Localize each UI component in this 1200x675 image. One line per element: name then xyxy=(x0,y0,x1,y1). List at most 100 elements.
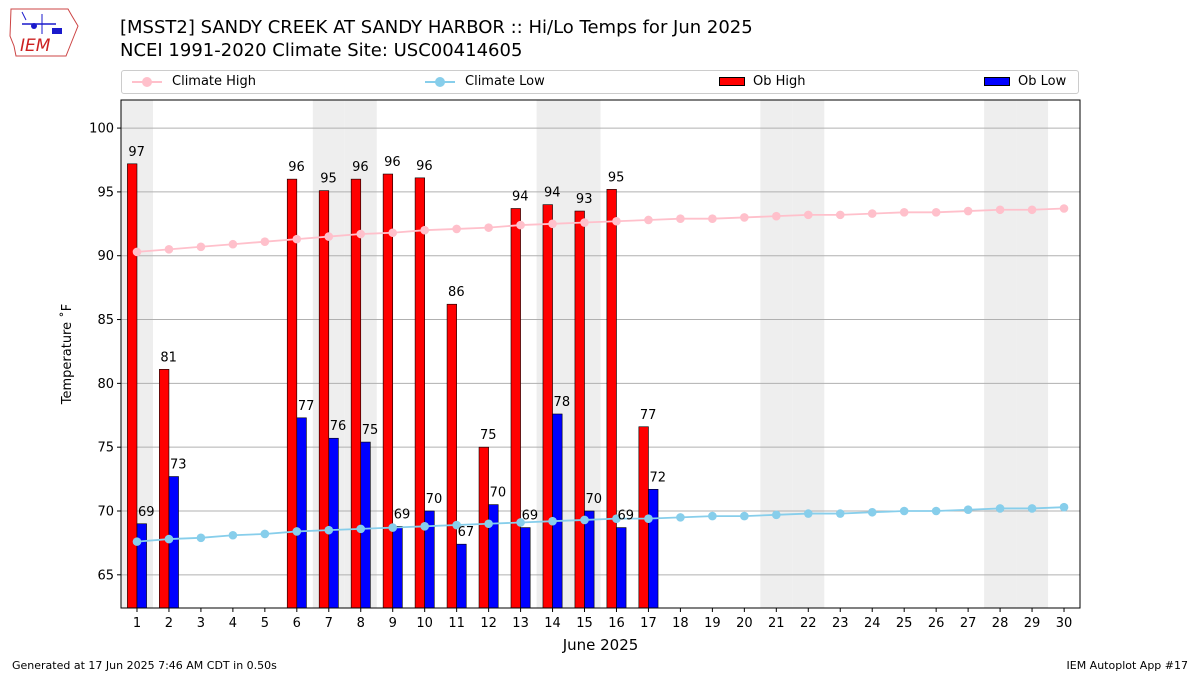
legend-item-ob-high: Ob High xyxy=(719,71,806,93)
y-tick-label: 75 xyxy=(97,441,114,456)
ob-low-label: 69 xyxy=(138,505,155,520)
climate-high-point xyxy=(420,225,429,235)
ob-low-label: 77 xyxy=(298,399,315,414)
climate-low-point xyxy=(931,506,941,516)
x-tick-label: 22 xyxy=(800,616,817,631)
legend-label: Climate Low xyxy=(465,74,545,89)
climate-low-point xyxy=(708,511,717,521)
generated-footer: Generated at 17 Jun 2025 7:46 AM CDT in … xyxy=(12,659,277,672)
climate-low-point xyxy=(548,516,557,526)
x-tick-label: 3 xyxy=(197,616,205,631)
ob-high-bar xyxy=(606,189,617,609)
x-tick-label: 12 xyxy=(480,616,497,631)
x-tick-label: 7 xyxy=(325,616,333,631)
legend-item-climate-high: Climate High xyxy=(132,71,256,93)
ob-low-label: 76 xyxy=(330,419,347,434)
ob-high-label: 96 xyxy=(384,155,401,170)
x-tick-label: 16 xyxy=(608,616,625,631)
climate-low-point xyxy=(292,527,302,536)
climate-high-point xyxy=(644,215,653,225)
ob-high-bar xyxy=(286,178,298,609)
climate-low-point xyxy=(420,522,429,531)
climate-low-point xyxy=(324,525,334,535)
x-tick-label: 13 xyxy=(512,616,529,631)
climate-low-point xyxy=(228,530,238,540)
ob-high-bar xyxy=(414,177,425,609)
iowa-state-logo-icon: IEM xyxy=(9,8,79,57)
ob-low-bar xyxy=(360,441,371,609)
climate-high-point xyxy=(580,218,589,227)
x-tick-label: 29 xyxy=(1024,616,1041,631)
climate-high-point xyxy=(835,210,845,220)
x-tick-label: 8 xyxy=(357,616,365,631)
x-tick-label: 6 xyxy=(293,616,301,631)
climate-high-point xyxy=(963,206,973,216)
climate-low-point xyxy=(772,510,781,520)
climate-low-point xyxy=(484,519,493,529)
legend-swatch-ob-low xyxy=(984,77,1010,86)
x-tick-label: 9 xyxy=(389,616,397,631)
x-tick-label: 24 xyxy=(864,616,881,631)
climate-high-point xyxy=(1027,205,1037,215)
ob-low-bar xyxy=(328,437,339,609)
climate-low-point xyxy=(740,511,749,521)
x-tick-label: 27 xyxy=(960,616,977,631)
ob-high-label: 96 xyxy=(288,160,305,175)
ob-high-bar xyxy=(638,426,649,609)
climate-high-point xyxy=(324,232,334,241)
climate-low-point xyxy=(452,520,461,530)
ob-low-bar xyxy=(456,543,467,609)
climate-low-point xyxy=(356,524,366,534)
x-tick-label: 10 xyxy=(416,616,433,631)
ob-high-label: 81 xyxy=(160,350,177,365)
climate-high-point xyxy=(548,219,557,229)
weekend-shading xyxy=(121,100,1049,608)
ob-high-label: 94 xyxy=(512,189,529,204)
ob-low-bar xyxy=(296,417,307,609)
climate-high-point xyxy=(356,229,366,239)
ob-low-label: 70 xyxy=(586,492,603,507)
y-tick-label: 100 xyxy=(89,122,114,137)
ob-low-label: 75 xyxy=(362,423,379,438)
ob-high-bar xyxy=(318,190,330,609)
y-tick-label: 65 xyxy=(97,568,114,583)
weekend-band xyxy=(1016,100,1049,608)
weekend-band xyxy=(344,100,377,608)
y-tick-label: 95 xyxy=(97,185,114,200)
climate-low-point xyxy=(995,504,1005,513)
app-footer: IEM Autoplot App #17 xyxy=(1066,659,1189,672)
x-tick-label: 30 xyxy=(1056,616,1073,631)
x-tick-label: 23 xyxy=(832,616,849,631)
ob-high-bar xyxy=(382,173,394,609)
x-tick-label: 5 xyxy=(261,616,269,631)
ob-high-bar xyxy=(127,163,138,609)
ob-high-bar xyxy=(159,369,170,609)
ob-high-bar xyxy=(542,204,553,609)
ob-high-bar xyxy=(350,178,362,609)
ob-low-bar xyxy=(392,526,403,609)
x-tick-label: 21 xyxy=(768,616,785,631)
climate-high-point xyxy=(931,208,941,217)
climate-high-point xyxy=(1059,204,1069,213)
iem-logo: IEM xyxy=(8,6,80,58)
chart-title: [MSST2] SANDY CREEK AT SANDY HARBOR :: H… xyxy=(120,17,753,38)
climate-high-line xyxy=(136,207,1065,253)
weekend-band xyxy=(760,100,793,608)
weekend-band xyxy=(536,100,569,608)
climate-high-point xyxy=(899,208,909,217)
y-axis-label: Temperature ˚F xyxy=(59,304,75,405)
climate-high-point xyxy=(676,214,685,224)
ob-high-label: 97 xyxy=(128,145,145,160)
ob-low-label: 78 xyxy=(554,395,571,410)
ob-high-label: 96 xyxy=(352,160,369,175)
weekend-band xyxy=(568,100,601,608)
x-tick-label: 4 xyxy=(229,616,237,631)
climate-high-point xyxy=(708,214,717,224)
legend-item-climate-low: Climate Low xyxy=(425,71,545,93)
ob-low-label: 73 xyxy=(170,458,187,473)
ob-high-label: 94 xyxy=(544,186,561,201)
y-tick-label: 90 xyxy=(97,249,114,264)
x-tick-label: 25 xyxy=(896,616,913,631)
climate-low-point xyxy=(132,537,142,546)
ob-low-bar xyxy=(136,523,147,609)
